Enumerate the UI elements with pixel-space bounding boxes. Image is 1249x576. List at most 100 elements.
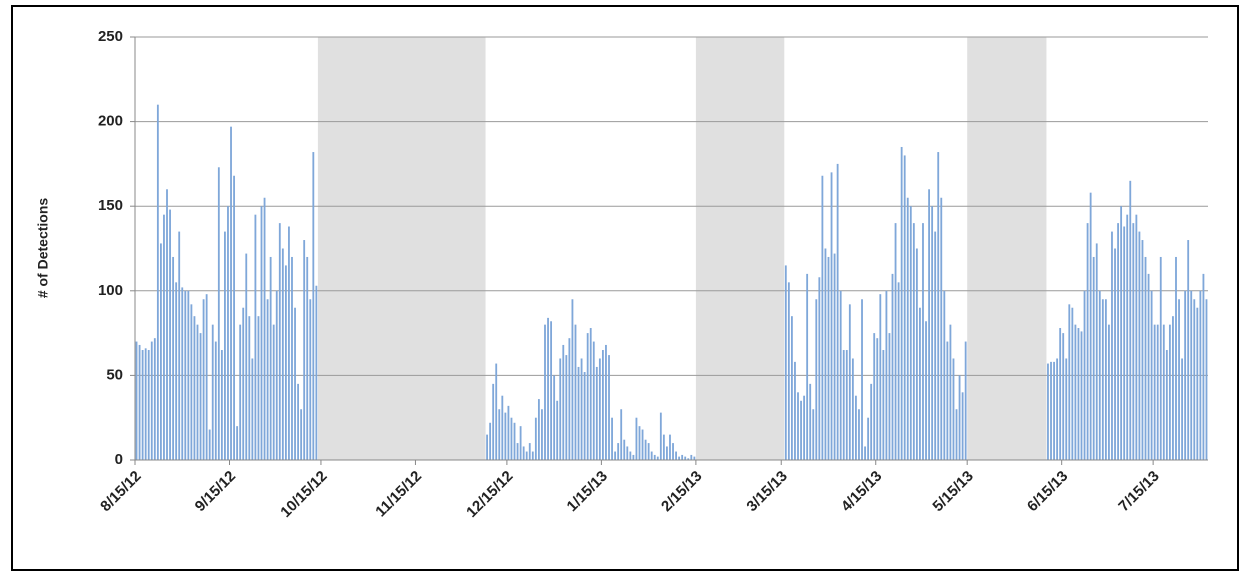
bar [233, 175, 235, 460]
bar [1202, 273, 1205, 460]
bar [525, 451, 528, 460]
bar [836, 163, 839, 460]
bar [583, 372, 586, 460]
bar [501, 395, 504, 460]
bar [675, 451, 677, 460]
bar [1120, 206, 1123, 460]
bar [669, 434, 671, 460]
bar [1050, 361, 1052, 460]
bar [266, 299, 269, 460]
bar [659, 412, 662, 460]
bar [870, 383, 873, 460]
bar [1092, 256, 1095, 460]
bar [150, 341, 153, 460]
bar [617, 443, 620, 460]
bar [251, 358, 254, 460]
bar [1114, 248, 1116, 460]
bar [1193, 299, 1196, 460]
bar [909, 206, 912, 460]
bar [498, 409, 501, 460]
shaded-period [967, 37, 1047, 460]
bar [297, 383, 299, 460]
y-tick-label: 100 [98, 282, 123, 299]
bar [666, 446, 668, 460]
bar [885, 290, 888, 460]
bar [589, 328, 592, 460]
bar [888, 333, 891, 460]
bar [153, 338, 156, 460]
bar [891, 273, 894, 460]
bar [1047, 363, 1049, 460]
bar [851, 358, 854, 460]
bar [608, 355, 610, 460]
bar [595, 366, 598, 460]
bar [1053, 361, 1055, 460]
bar [961, 392, 964, 460]
bar [906, 197, 909, 461]
bar [611, 417, 613, 460]
bar [184, 290, 187, 460]
bar [1065, 358, 1068, 460]
bar [547, 317, 549, 460]
bar [644, 439, 647, 460]
bar [955, 409, 958, 460]
bar [641, 429, 644, 460]
y-axis-title: # of Detections [35, 198, 51, 299]
y-tick-label: 250 [98, 28, 123, 45]
bar [1108, 324, 1110, 460]
bar [815, 299, 818, 460]
bar [629, 451, 632, 460]
bar [272, 324, 275, 460]
bar [635, 417, 638, 460]
bar [1181, 358, 1184, 460]
bar [784, 265, 787, 460]
bar [172, 256, 175, 460]
bar [534, 417, 537, 460]
bar [284, 265, 287, 460]
bar [577, 366, 580, 460]
bar [848, 304, 851, 460]
bar [1187, 240, 1190, 460]
bar [1199, 290, 1202, 460]
bar [181, 287, 184, 460]
bar [492, 383, 495, 460]
bar [224, 231, 226, 460]
shaded-period [317, 37, 486, 460]
bar [867, 417, 870, 460]
bar [882, 350, 885, 460]
bar [1059, 328, 1062, 460]
bar [601, 350, 604, 460]
bar [922, 223, 924, 460]
bar [842, 350, 845, 460]
bar [504, 412, 507, 460]
bar [522, 446, 525, 460]
bar [839, 290, 842, 460]
bar [495, 363, 498, 460]
bar [138, 344, 141, 460]
bar [1089, 192, 1092, 460]
bar [211, 324, 214, 460]
bar [586, 333, 589, 460]
bar [288, 226, 290, 460]
bar [687, 458, 690, 460]
bar [1080, 331, 1083, 460]
bar [309, 299, 312, 460]
bar [553, 375, 556, 460]
bar [647, 443, 650, 460]
bar [254, 214, 257, 460]
bar [227, 206, 229, 460]
bar [912, 223, 915, 460]
bar [934, 231, 937, 460]
bar [510, 417, 513, 460]
bar [693, 456, 696, 460]
bar [958, 375, 961, 460]
bar [605, 344, 607, 460]
bar [1175, 256, 1177, 460]
bar [187, 290, 190, 460]
bar [556, 400, 559, 460]
bar [592, 341, 595, 460]
bar [1117, 223, 1119, 460]
bar [678, 456, 681, 460]
bar [208, 429, 211, 460]
